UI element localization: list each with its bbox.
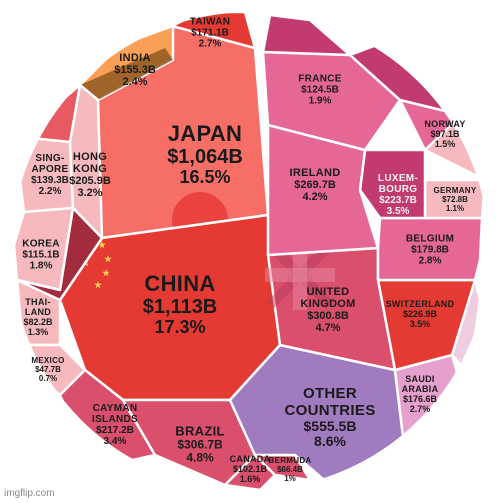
- cell-germany: [425, 180, 485, 218]
- voronoi-treemap-chart: [0, 0, 500, 503]
- cell-luxembourg: [360, 150, 425, 218]
- cell-saudi: [395, 355, 465, 453]
- cell-france2: [263, 15, 350, 55]
- cell-belgium: [378, 218, 482, 280]
- cell-singapore: [20, 138, 73, 212]
- watermark: imgflip.com: [4, 488, 55, 499]
